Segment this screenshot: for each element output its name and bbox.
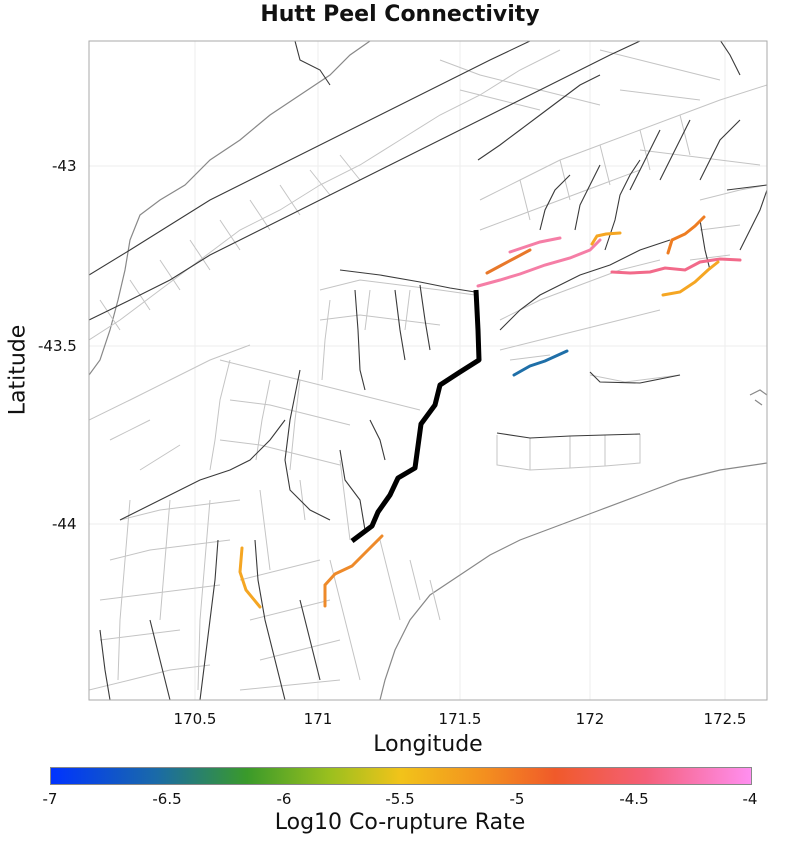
plot-frame bbox=[88, 40, 768, 701]
y-tick-label: -43.5 bbox=[38, 337, 77, 355]
y-tick-label: -43 bbox=[52, 157, 77, 175]
map-title: Hutt Peel Connectivity bbox=[260, 2, 540, 27]
colorbar bbox=[50, 767, 752, 785]
colorbar-tick: -6.5 bbox=[152, 790, 182, 808]
co-rupture-orange-1 bbox=[485, 248, 532, 275]
x-tick-label: 170.5 bbox=[173, 710, 217, 728]
co-rupture-pink-2 bbox=[508, 236, 562, 254]
colorbar-label: Log10 Co-rupture Rate bbox=[274, 810, 526, 835]
fault-traces bbox=[89, 41, 767, 700]
colorbar-tick: -6 bbox=[276, 790, 292, 808]
co-rupture-subsections bbox=[238, 215, 742, 609]
colorbar-tick: -4.5 bbox=[619, 790, 649, 808]
colorbar-tick: -4 bbox=[742, 790, 758, 808]
x-tick-label: 172.5 bbox=[703, 710, 747, 728]
y-tick-label: -44 bbox=[52, 515, 77, 533]
coastline bbox=[89, 41, 767, 700]
co-rupture-orange-2 bbox=[666, 215, 706, 255]
colorbar-tick: -7 bbox=[42, 790, 58, 808]
co-rupture-pink-1 bbox=[476, 238, 602, 288]
x-axis-label: Longitude bbox=[373, 732, 483, 757]
x-tick-label: 172 bbox=[575, 710, 605, 728]
x-tick-label: 171.5 bbox=[438, 710, 482, 728]
colorbar-tick: -5 bbox=[509, 790, 525, 808]
colorbar-tick: -5.5 bbox=[385, 790, 415, 808]
co-rupture-orange-3 bbox=[323, 534, 384, 608]
co-rupture-pink-3 bbox=[610, 257, 742, 275]
co-rupture-yellow-3 bbox=[238, 546, 262, 609]
co-rupture-yellow-2 bbox=[661, 260, 720, 297]
gridlines bbox=[89, 41, 767, 700]
hutt-peel-fault[interactable] bbox=[350, 289, 482, 543]
x-tick-label: 171 bbox=[303, 710, 333, 728]
y-axis-label: Latitude bbox=[5, 324, 31, 416]
co-rupture-yellow-1 bbox=[590, 231, 622, 246]
co-rupture-blue-1 bbox=[512, 349, 569, 377]
